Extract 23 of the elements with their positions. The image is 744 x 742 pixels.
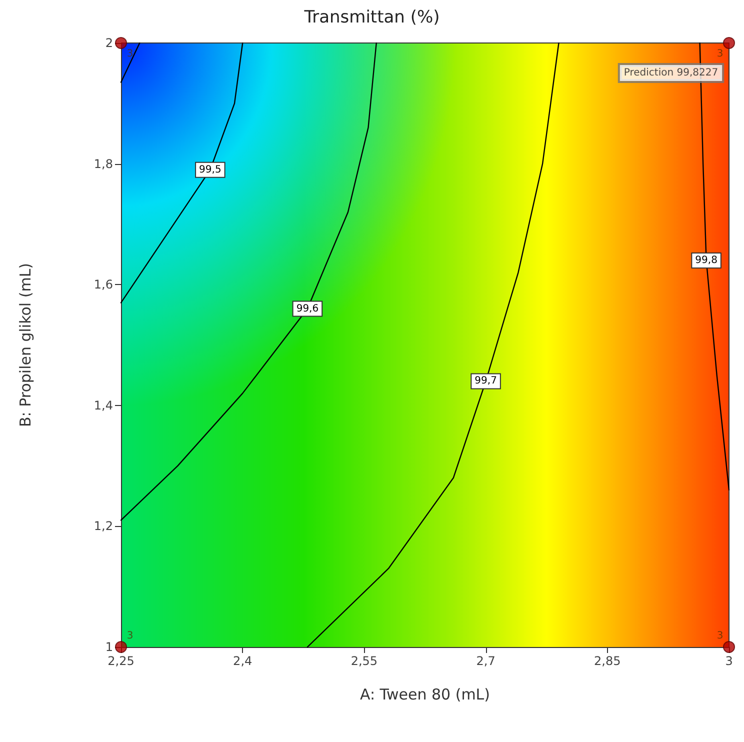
line-series (120, 42, 377, 521)
x-tick-label: 2,4 (233, 654, 252, 668)
y-tick-label: 1,6 (94, 278, 113, 292)
point (723, 37, 735, 49)
y-tick-label: 1,8 (94, 156, 113, 171)
annotation: Prediction 99,8227 (624, 68, 718, 78)
line-series (120, 42, 244, 304)
x-tick-label: 2,55 (350, 654, 378, 668)
y-tick-label: 2 (105, 36, 113, 50)
y-tick-label: 1 (105, 640, 113, 654)
x-tick-label: 3 (725, 654, 733, 668)
annotation: 3 (126, 630, 134, 642)
y-tick-label: 1,4 (94, 398, 113, 412)
x-tick-label: 2,25 (108, 654, 134, 668)
annotation: 3 (126, 48, 134, 60)
chart-title: Transmittan (%) (303, 8, 440, 28)
x-axis-title: A: Tween 80 (mL) (360, 686, 490, 704)
y-tick-label: 1,2 (94, 519, 113, 534)
annotation: 3 (716, 630, 724, 642)
y-axis-title: B: Propilen glikol (mL) (16, 262, 34, 428)
x-tick-label: 2,7 (476, 654, 496, 668)
annotation: 3 (716, 48, 724, 60)
x-tick-label: 2,85 (594, 654, 621, 668)
